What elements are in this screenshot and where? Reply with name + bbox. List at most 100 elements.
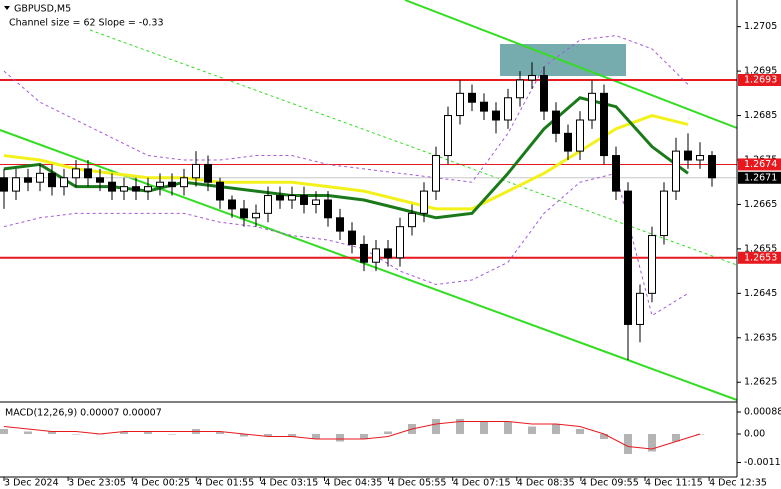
x-tick-label: 4 Dec 04:35 [325, 478, 383, 489]
macd-bar [384, 431, 392, 434]
price-label: 1.2674 [744, 159, 777, 170]
macd-bar [216, 431, 224, 434]
candle-body [468, 92, 476, 103]
macd-bar [288, 434, 296, 437]
candle-body [324, 199, 332, 219]
channel-upper [404, 0, 738, 129]
macd-bar [0, 429, 8, 434]
title-arrow [4, 6, 10, 10]
candle-body [372, 248, 380, 263]
y-tick-label: 1.2665 [744, 199, 777, 210]
indicator-line [3, 35, 689, 183]
candle-body [696, 155, 704, 161]
candle-body [192, 163, 200, 179]
x-tick-label: 4 Dec 08:35 [517, 478, 575, 489]
candle-body [288, 195, 296, 201]
macd-bar [48, 431, 56, 434]
candle-body [396, 226, 404, 259]
price-label-box [738, 74, 781, 86]
macd-bar [240, 434, 248, 437]
drawings [0, 0, 738, 401]
candle-body [516, 79, 524, 99]
x-tick-label: 4 Dec 09:55 [581, 478, 639, 489]
y-tick-label: 1.2655 [744, 243, 777, 254]
price-label-box [738, 251, 781, 264]
price-label: 1.2671 [744, 172, 777, 183]
y-tick-label: 0.00 [744, 429, 765, 440]
indicator-line [3, 113, 689, 211]
candle-body [0, 177, 8, 192]
macd-bar [264, 434, 272, 437]
macd-bar [168, 434, 176, 435]
candle-body [132, 186, 140, 192]
plot [0, 35, 737, 454]
candle-body [264, 195, 272, 214]
macd-bar [624, 434, 632, 454]
candle-body [228, 199, 236, 210]
candle-body [48, 172, 56, 188]
candle-body [660, 190, 668, 237]
macd-bar [144, 431, 152, 434]
candle-body [168, 181, 176, 188]
price-label: 1.2653 [744, 252, 777, 263]
candle-body [636, 292, 644, 325]
macd-bar [576, 429, 584, 434]
candle-body [432, 155, 440, 192]
candle-body [612, 155, 620, 192]
x-tick-label: 4 Dec 00:25 [132, 478, 190, 489]
candle-body [648, 235, 656, 294]
price-label: 1.2693 [744, 75, 777, 86]
candle-body [348, 230, 356, 245]
candle-body [492, 110, 500, 121]
price-label-box [738, 171, 781, 184]
candle-body [684, 150, 692, 161]
candle-body [576, 119, 584, 152]
candle-body [84, 168, 92, 179]
chart-title: GBPUSD,M5 [14, 4, 71, 15]
x-tick-label: 4 Dec 03:15 [260, 478, 318, 489]
candle-body [24, 177, 32, 183]
x-tick-label: 4 Dec 01:55 [196, 478, 254, 489]
candle-body [552, 110, 560, 134]
macd-bar [120, 431, 128, 434]
macd-title: MACD(12,26,9) 0.00007 0.00007 [5, 408, 162, 419]
candle-body [336, 217, 344, 232]
candle-body [480, 101, 488, 112]
candle-body [180, 177, 188, 188]
candle-body [276, 195, 284, 201]
signal-line [3, 421, 701, 450]
candle-body [444, 115, 452, 157]
candle-body [36, 172, 44, 183]
candle-body [204, 163, 212, 183]
macd-bar [480, 421, 488, 434]
indicator-line [3, 96, 689, 220]
macd-bar [312, 434, 320, 439]
candle-body [624, 190, 632, 325]
candle-body [96, 177, 104, 183]
y-tick-label: -0.00114 [744, 457, 781, 468]
candle-body [156, 181, 164, 188]
macd-bar [72, 434, 80, 435]
candle-body [300, 195, 308, 205]
candle-body [252, 212, 260, 219]
x-tick-label: 4 Dec 12:35 [709, 478, 767, 489]
candle-body [312, 199, 320, 205]
y-tick-label: 0.00088 [744, 407, 781, 418]
candle-body [564, 132, 572, 152]
macd-bar [24, 431, 32, 434]
candle-body [504, 97, 512, 121]
candle-body [600, 92, 608, 157]
macd-bar [360, 434, 368, 439]
macd-bar [336, 434, 344, 442]
candle-body [240, 208, 248, 219]
candle-body [408, 212, 416, 228]
candle-body [588, 92, 596, 121]
x-tick-label: 4 Dec 05:55 [389, 478, 447, 489]
macd-bar [456, 419, 464, 434]
macd-bar [528, 426, 536, 434]
macd-bar [600, 434, 608, 439]
candle-body [12, 177, 20, 192]
candle-body [120, 186, 128, 192]
macd-bar [672, 434, 680, 442]
candle-body [528, 75, 536, 81]
